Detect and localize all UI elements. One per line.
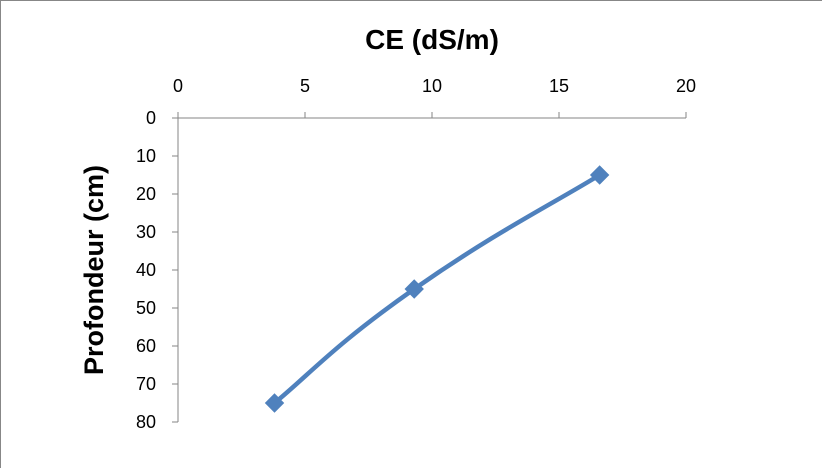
y-tick-label: 20 [136, 184, 156, 204]
chart-title: CE (dS/m) [365, 24, 499, 55]
y-tick-label: 60 [136, 336, 156, 356]
y-tick-label: 50 [136, 298, 156, 318]
y-tick-label: 70 [136, 374, 156, 394]
y-tick-label: 30 [136, 222, 156, 242]
data-point-marker [264, 393, 285, 413]
x-tick-label: 10 [422, 76, 442, 96]
y-tick-label: 40 [136, 260, 156, 280]
x-tick-label: 20 [676, 76, 696, 96]
series-line [272, 172, 602, 406]
series-layer [264, 165, 610, 413]
y-axis-label: Profondeur (cm) [79, 165, 109, 375]
data-point-marker [404, 279, 424, 299]
x-tick-label: 0 [173, 76, 183, 96]
y-tick-label: 0 [146, 108, 156, 128]
x-tick-label: 5 [300, 76, 310, 96]
y-tick-label: 10 [136, 146, 156, 166]
y-tick-label: 80 [136, 412, 156, 432]
axes: 0 5 10 15 20 0 10 20 30 40 50 60 70 80 [136, 76, 696, 432]
data-point-marker [589, 165, 610, 185]
x-tick-label: 15 [549, 76, 569, 96]
